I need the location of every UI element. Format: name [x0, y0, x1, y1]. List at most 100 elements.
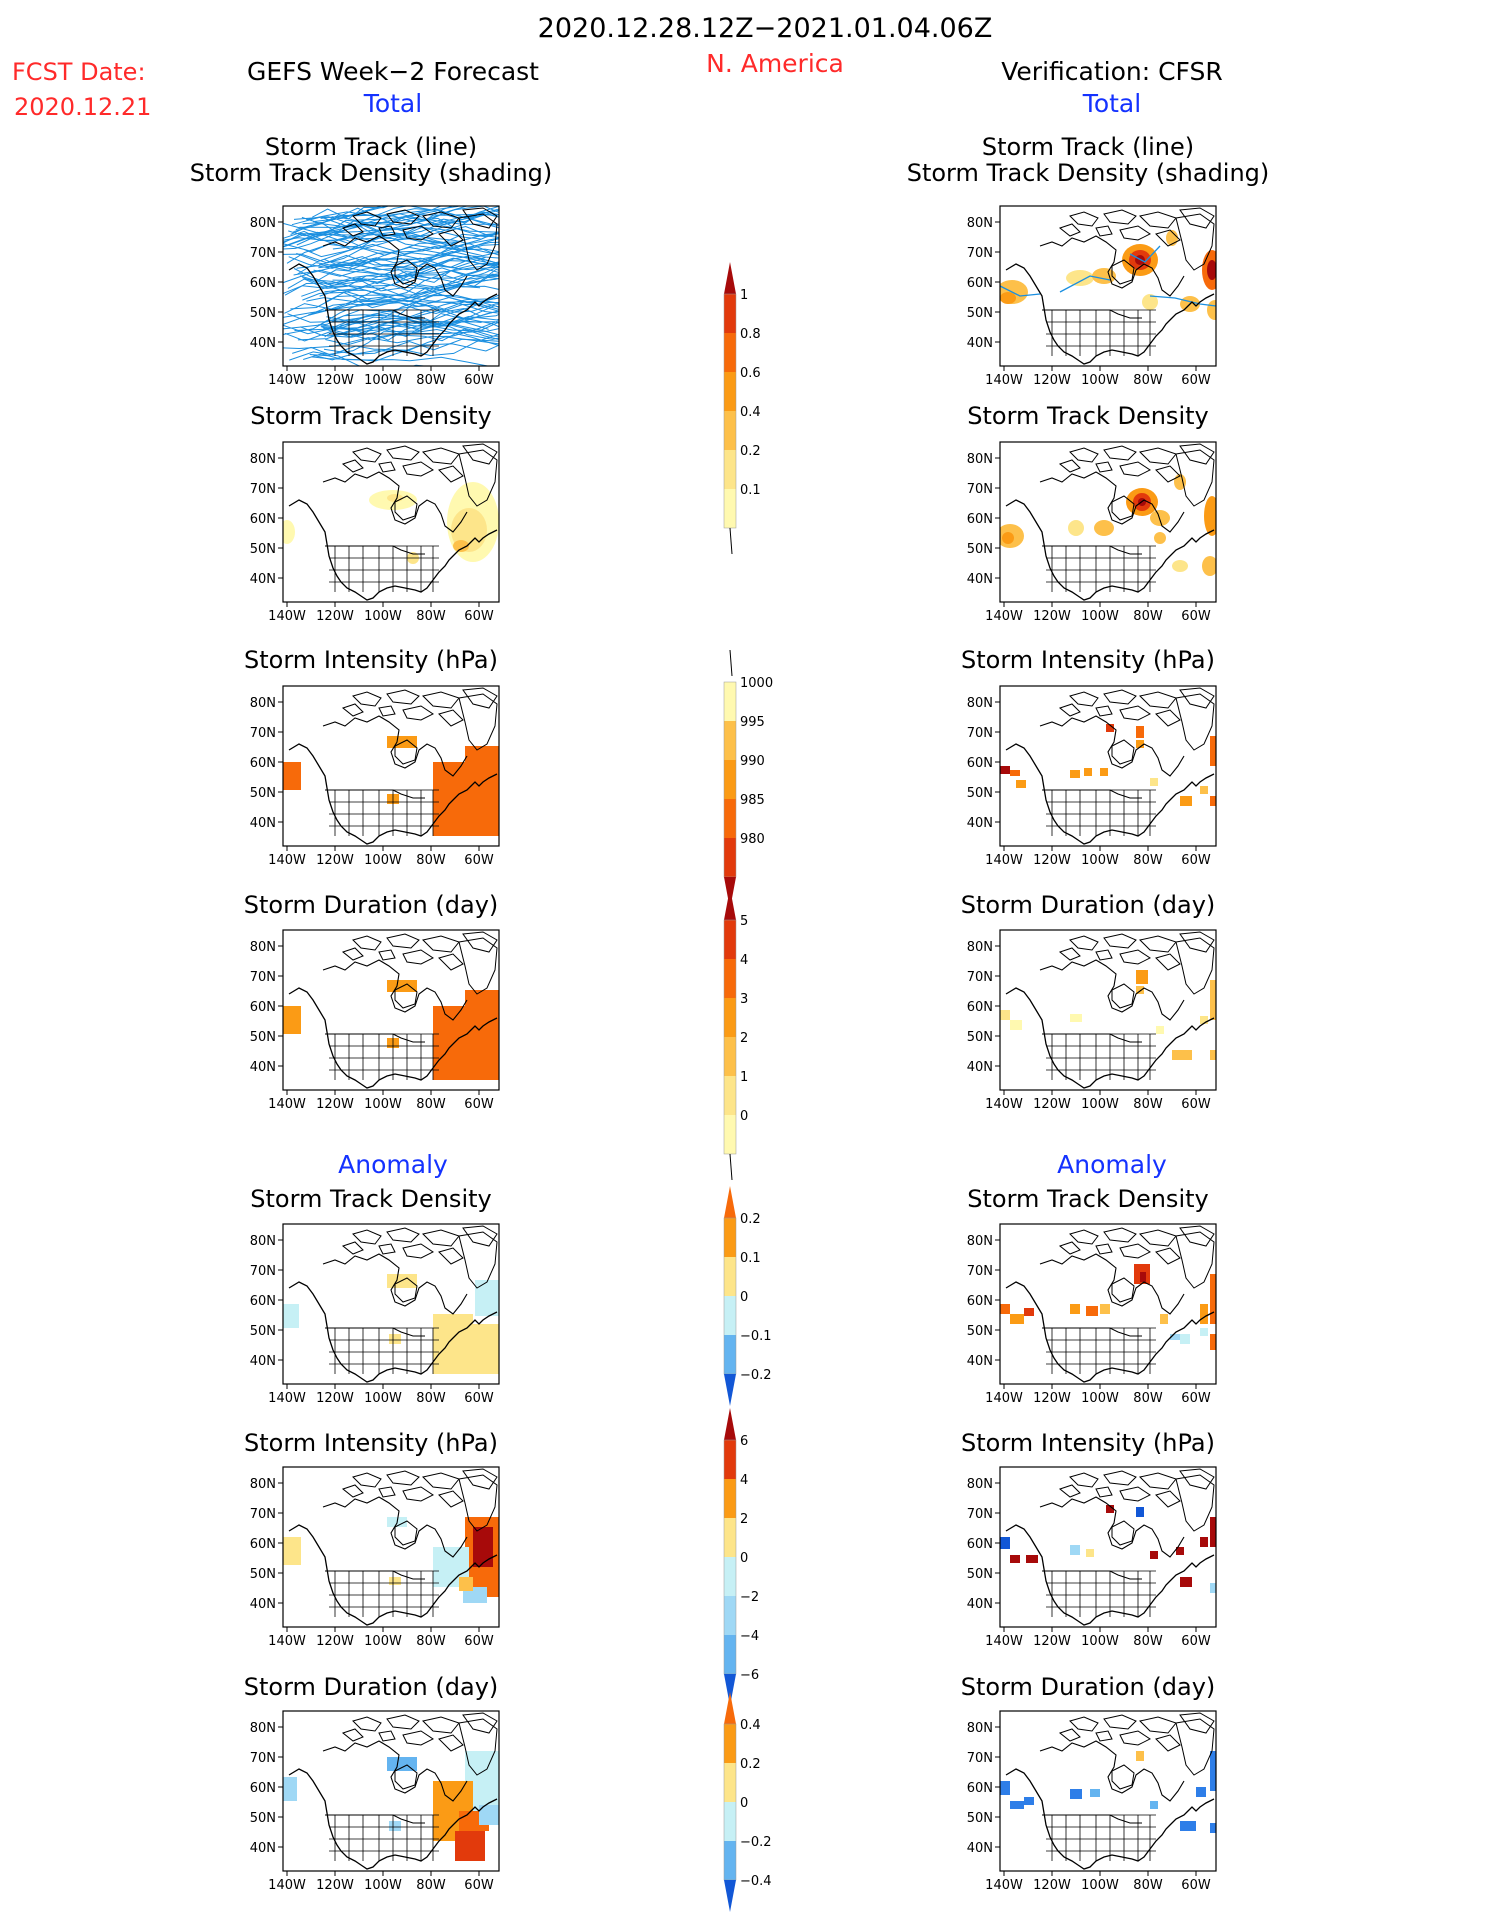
lat-tick-label: 70N [967, 1507, 993, 1522]
storm-track-line [315, 268, 499, 289]
arctic-island [386, 689, 420, 705]
lon-tick-label: 120W [316, 609, 354, 624]
shading-cell [459, 1324, 499, 1374]
lat-tick-label: 80N [250, 1234, 276, 1249]
lat-tick-label: 50N [967, 1030, 993, 1045]
lon-tick-label: 100W [1081, 1391, 1119, 1406]
lat-tick-label: 60N [967, 512, 993, 527]
colorbar-segment [724, 1115, 736, 1154]
arctic-island [1058, 703, 1081, 717]
shading-cell [389, 1334, 401, 1344]
colorbar-extend-top [724, 262, 736, 294]
arctic-island [438, 1490, 464, 1508]
lat-tick-label: 60N [250, 1537, 276, 1552]
map-frame [999, 205, 1217, 367]
arctic-island [422, 1716, 460, 1734]
arctic-island [1119, 461, 1151, 477]
arctic-island [462, 1225, 498, 1247]
colorbar-segment [724, 489, 736, 528]
lon-tick-label: 120W [316, 1391, 354, 1406]
map-geography [288, 443, 498, 601]
arctic-island [1095, 1730, 1113, 1742]
storm-track-line [293, 261, 499, 281]
right-intensity-map: 80N 70N 60N 50N 40N 140W 120W 100W 80W 60W [967, 685, 1217, 868]
shading-cell [1210, 1517, 1216, 1547]
shading-cell [1210, 1050, 1216, 1060]
hudson-bay [394, 1764, 418, 1790]
arctic-island [1058, 223, 1081, 237]
arctic-island [1095, 949, 1113, 961]
arctic-island [386, 1470, 420, 1486]
arctic-island [1103, 1227, 1137, 1243]
colorbar-segment [724, 760, 736, 799]
shading-cell [1106, 724, 1114, 732]
lon-tick-label: 140W [268, 853, 306, 868]
arctic-island [386, 1227, 420, 1243]
left-column-title: GEFS Week−2 Forecast [247, 57, 539, 86]
storm-track-line [309, 333, 499, 357]
colorbar-tick-label: 5 [740, 914, 748, 929]
hudson-bay [1111, 1277, 1135, 1303]
lon-tick-label: 120W [316, 1878, 354, 1893]
shading-cell [1200, 1537, 1208, 1547]
arctic-island [1119, 1486, 1151, 1502]
colorbar-segment [724, 959, 736, 998]
lon-tick-label: 120W [1033, 1391, 1071, 1406]
arctic-island [402, 461, 434, 477]
lon-tick-label: 60W [464, 853, 494, 868]
lon-tick-label: 140W [985, 609, 1023, 624]
lon-tick-label: 60W [1181, 1634, 1211, 1649]
north-coastline [322, 235, 468, 297]
lat-tick-label: 40N [250, 572, 276, 587]
arctic-island [341, 223, 364, 237]
lat-tick-label: 60N [250, 1294, 276, 1309]
shading-cell [1170, 1334, 1180, 1340]
left-title-anomaly-intensity: Storm Intensity (hPa) [244, 1429, 498, 1457]
lon-tick-label: 80W [416, 1878, 446, 1893]
lon-tick-label: 120W [316, 853, 354, 868]
north-coastline [1039, 1740, 1185, 1802]
colorbar-tick-label: −2 [740, 1590, 759, 1605]
north-coastline [322, 959, 468, 1021]
arctic-island [1069, 935, 1099, 951]
shading-cell [1150, 1801, 1158, 1809]
colorbar-segment [724, 1479, 736, 1518]
coastline [288, 499, 498, 601]
shading-cell [283, 1304, 299, 1328]
right-anomaly-label: Anomaly [1057, 1150, 1167, 1179]
coastline [1005, 987, 1215, 1089]
arctic-island [1119, 225, 1151, 241]
hudson-bay [1111, 739, 1135, 765]
map-frame [282, 1223, 500, 1385]
colorbar-segment [724, 1724, 736, 1763]
arctic-island [402, 1730, 434, 1746]
hudson-bay [1111, 1520, 1135, 1546]
storm-track-line [318, 256, 499, 269]
map-geography [1005, 1225, 1215, 1383]
greenland [458, 937, 498, 995]
greenland [458, 693, 498, 751]
arctic-island [1095, 225, 1113, 237]
storm-track-line [304, 232, 499, 258]
lat-tick-label: 60N [250, 756, 276, 771]
map-geography [288, 1712, 498, 1870]
left-intensity-map: 80N 70N 60N 50N 40N 140W 120W 100W 80W 60W [250, 685, 500, 868]
lon-tick-label: 140W [268, 1878, 306, 1893]
arctic-island [1095, 461, 1113, 473]
lat-tick-label: 70N [967, 1751, 993, 1766]
colorbar-tick-label: −0.2 [740, 1368, 772, 1383]
greenland [1175, 693, 1215, 751]
density-blob [1068, 520, 1084, 536]
colorbar-segment [724, 1076, 736, 1115]
map-frame [282, 1466, 500, 1628]
lon-tick-label: 60W [464, 1878, 494, 1893]
lat-tick-label: 50N [250, 1324, 276, 1339]
colorbar-tick-label: 0 [740, 1796, 748, 1811]
arctic-island [1103, 209, 1137, 225]
date-range-title: 2020.12.28.12Z−2021.01.04.06Z [538, 13, 993, 44]
arctic-island [1179, 1225, 1215, 1247]
colorbar-total-duration: 5 4 3 2 1 0 [723, 888, 748, 1181]
lon-tick-label: 60W [1181, 609, 1211, 624]
storm-track-line [323, 294, 499, 335]
north-coastline [322, 471, 468, 533]
